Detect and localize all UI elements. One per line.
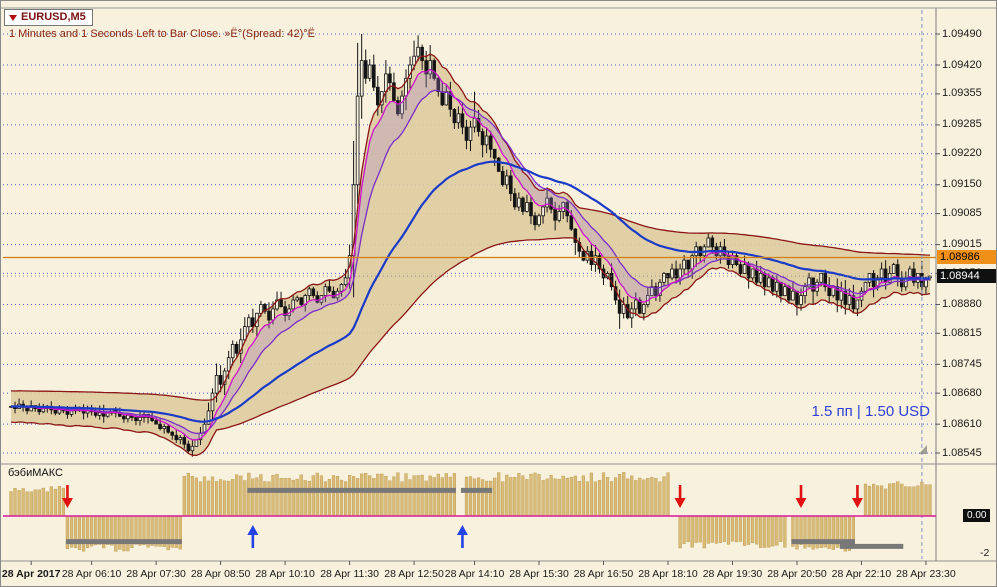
sell-arrow-icon bbox=[61, 498, 73, 508]
overlay-lines-layer bbox=[3, 10, 936, 559]
sell-arrow-icon bbox=[851, 498, 863, 508]
sell-arrow-icon bbox=[674, 498, 686, 508]
panel-splitter[interactable] bbox=[1, 463, 996, 466]
scroll-anchor-icon bbox=[919, 445, 927, 454]
indicator-value-tag: 0.00 bbox=[963, 509, 991, 522]
candles-layer bbox=[9, 34, 932, 457]
symbol-label: EURUSD,M5 bbox=[21, 11, 86, 23]
bid-price-tag: 1.08944 bbox=[937, 269, 996, 284]
bar-close-countdown: 1 Minutes and 1 Seconds Left to Bar Clos… bbox=[9, 28, 315, 40]
symbol-selector[interactable]: EURUSD,M5 bbox=[4, 9, 93, 26]
signal-arrows-layer bbox=[61, 485, 863, 548]
indicator-panel-layer bbox=[3, 472, 936, 552]
buy-arrow-icon bbox=[456, 525, 468, 535]
frame-layer bbox=[1, 7, 996, 562]
indicator-min-label: -2 bbox=[980, 547, 990, 559]
alert-price-tag: 1.08986 bbox=[937, 250, 996, 265]
dropdown-triangle-icon bbox=[9, 14, 17, 21]
indicator-name: бэбиМАКС bbox=[8, 467, 63, 479]
profit-readout: 1.5 пп | 1.50 USD bbox=[811, 403, 930, 420]
buy-arrow-icon bbox=[247, 525, 259, 535]
sell-arrow-icon bbox=[795, 498, 807, 508]
axis-ticks-layer bbox=[30, 33, 940, 565]
